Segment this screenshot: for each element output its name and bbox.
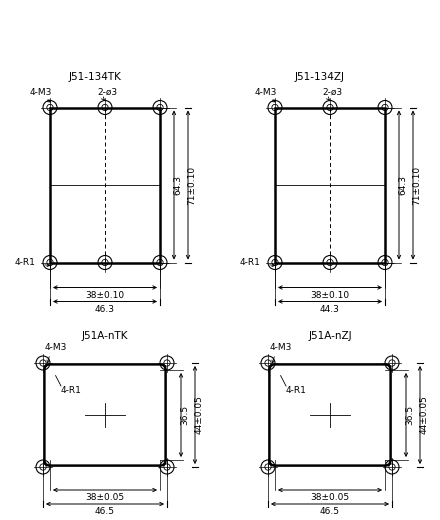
Text: 4-M3: 4-M3 <box>270 343 292 352</box>
Text: 44.3: 44.3 <box>320 305 340 314</box>
Text: 4-M3: 4-M3 <box>45 343 67 352</box>
Text: 64.3: 64.3 <box>173 175 183 195</box>
Text: 4-R1: 4-R1 <box>286 386 307 395</box>
Bar <box>50 108 160 263</box>
Text: 2-ø3: 2-ø3 <box>97 88 117 97</box>
Text: 4-M3: 4-M3 <box>30 88 52 97</box>
Text: J51-134ZJ: J51-134ZJ <box>295 72 345 83</box>
FancyBboxPatch shape <box>44 365 165 465</box>
Bar <box>275 108 385 263</box>
Text: 46.3: 46.3 <box>95 305 115 314</box>
Text: J51-134TK: J51-134TK <box>69 72 121 83</box>
Text: 38±0.10: 38±0.10 <box>311 291 349 300</box>
Text: 46.5: 46.5 <box>95 507 115 516</box>
Text: 4-R1: 4-R1 <box>61 386 82 395</box>
Text: 2-ø3: 2-ø3 <box>322 88 342 97</box>
Text: 44±0.05: 44±0.05 <box>419 396 429 434</box>
Text: 38±0.05: 38±0.05 <box>311 493 349 502</box>
Text: 71±0.10: 71±0.10 <box>412 165 422 204</box>
Text: 36.5: 36.5 <box>180 405 190 425</box>
FancyBboxPatch shape <box>269 365 391 465</box>
Text: 4-R1: 4-R1 <box>15 258 36 267</box>
Text: 4-M3: 4-M3 <box>255 88 277 97</box>
Text: 38±0.05: 38±0.05 <box>85 493 125 502</box>
Text: 64.3: 64.3 <box>399 175 407 195</box>
Text: 4-R1: 4-R1 <box>240 258 261 267</box>
Text: 71±0.10: 71±0.10 <box>187 165 197 204</box>
Text: 36.5: 36.5 <box>406 405 414 425</box>
Text: 38±0.10: 38±0.10 <box>85 291 125 300</box>
Text: 44±0.05: 44±0.05 <box>194 396 203 434</box>
Text: 46.5: 46.5 <box>320 507 340 516</box>
Text: J51A-nZJ: J51A-nZJ <box>308 331 352 341</box>
Text: J51A-nTK: J51A-nTK <box>82 331 128 341</box>
